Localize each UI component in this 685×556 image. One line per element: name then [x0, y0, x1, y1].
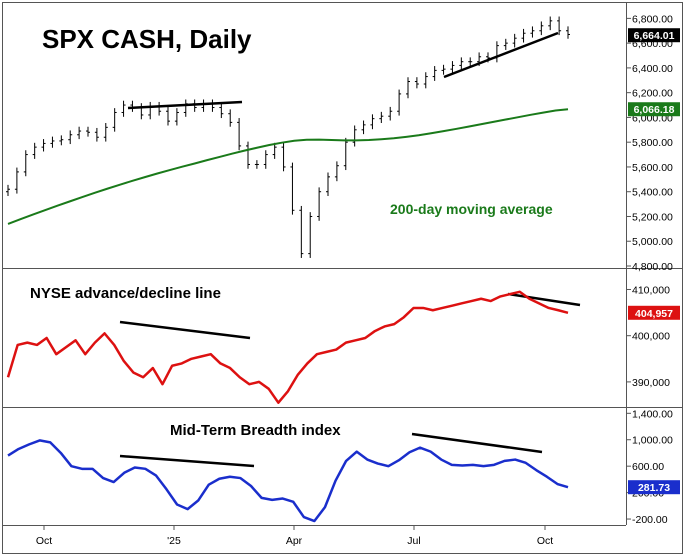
y-tick-label: 6,200.00: [632, 88, 673, 100]
moving-average-line: [7, 108, 569, 225]
ad-panel-title: NYSE advance/decline line: [30, 285, 221, 302]
y-tick-label: 1,400.00: [632, 408, 673, 420]
y-tick-label: 5,400.00: [632, 187, 673, 199]
breadth-panel-title: Mid-Term Breadth index: [170, 422, 341, 439]
divergence-trendline: [411, 432, 543, 454]
tick-labels-group: 4,800.00 5,000.00 5,200.00 5,400.00 5,600.00…: [36, 13, 673, 547]
breadth-line: [7, 439, 569, 523]
y-tick-label: 6,400.00: [632, 63, 673, 75]
ad-last-value-label: 404,957: [635, 308, 673, 320]
ad-last-value-box: [628, 305, 680, 320]
y-tick-label: 390,000: [632, 377, 670, 389]
divergence-trendline: [127, 100, 243, 110]
y-tick-label: 6,800.00: [632, 13, 673, 25]
trendlines-group: [119, 31, 581, 468]
price-last-value-label: 6,664.01: [634, 30, 675, 42]
value-boxes-group: 6,664.01 6,066.18 404,957 281.73: [628, 28, 680, 495]
y-tick-label: 1,000.00: [632, 435, 673, 447]
y-tick-label: 600.00: [632, 461, 664, 473]
y-tick-label: 410,000: [632, 284, 670, 296]
y-tick-label: 5,000.00: [632, 236, 673, 248]
breadth-last-value-box: [628, 480, 680, 495]
divergence-trendline: [443, 31, 559, 79]
advance-decline-line: [6, 290, 569, 404]
x-tick-label: Oct: [36, 535, 52, 547]
ma-annotation: 200-day moving average: [390, 201, 553, 217]
x-tick-label: Oct: [537, 535, 553, 547]
y-tick-label: -200.00: [632, 514, 668, 526]
y-tick-label: 5,800.00: [632, 137, 673, 149]
price-chart-title: SPX CASH, Daily: [42, 24, 252, 54]
y-tick-label: 5,200.00: [632, 211, 673, 223]
divergence-trendline: [119, 320, 251, 340]
y-tick-label: 4,800.00: [632, 261, 673, 273]
x-tick-label: '25: [167, 535, 181, 547]
ma-last-value-box: [628, 102, 680, 117]
y-tick-label: 400,000: [632, 331, 670, 343]
series-lines-group: [6, 108, 569, 523]
divergence-trendline: [507, 292, 581, 307]
ma-last-value-label: 6,066.18: [634, 104, 675, 116]
x-tick-label: Apr: [286, 535, 303, 547]
price-bars-group: [6, 16, 570, 258]
price-last-value-box: [628, 28, 680, 43]
x-tick-label: Jul: [407, 535, 420, 547]
divergence-trendline: [119, 454, 255, 468]
breadth-last-value-label: 281.73: [638, 482, 670, 494]
y-tick-label: 5,600.00: [632, 162, 673, 174]
